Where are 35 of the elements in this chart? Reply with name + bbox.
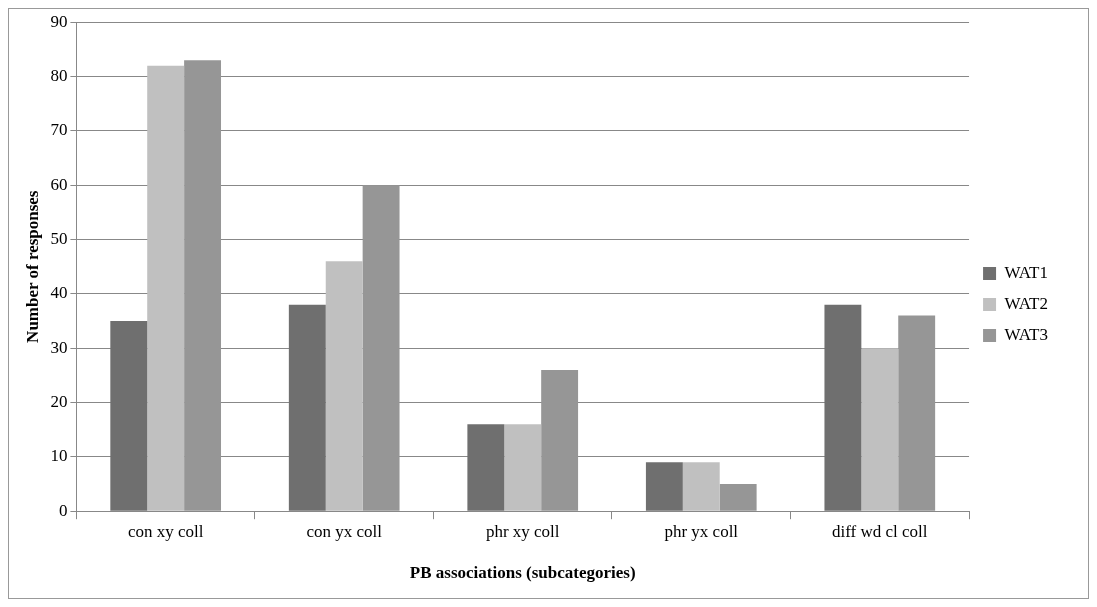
bar <box>719 484 757 511</box>
bar <box>898 315 936 511</box>
bar <box>645 462 683 511</box>
bar <box>467 424 505 511</box>
legend-label: WAT1 <box>1004 262 1049 282</box>
y-tick-label: 0 <box>58 500 68 520</box>
y-tick-label: 80 <box>50 66 68 85</box>
y-tick-label: 70 <box>50 120 68 140</box>
bar <box>110 321 148 511</box>
y-tick-label: 60 <box>50 174 68 194</box>
bar <box>682 462 720 511</box>
y-tick-label: 40 <box>50 283 68 303</box>
x-axis-title: PB associations (subcategories) <box>409 563 636 583</box>
x-tick-label: phr xy coll <box>485 521 560 541</box>
bar <box>861 348 899 511</box>
bar <box>541 369 579 511</box>
bar <box>362 185 400 511</box>
y-tick-label: 20 <box>50 392 68 411</box>
x-tick-label: phr yx coll <box>664 521 739 541</box>
y-axis-title: Number of responses <box>22 190 42 343</box>
bar <box>325 261 363 511</box>
x-tick-label: diff wd cl coll <box>832 521 928 541</box>
legend-label: WAT3 <box>1004 324 1049 344</box>
y-tick-label: 50 <box>50 229 68 248</box>
y-tick-label: 90 <box>50 11 68 31</box>
bar <box>147 65 185 511</box>
x-tick-label: con yx coll <box>306 521 383 541</box>
bar <box>504 424 542 511</box>
bar <box>824 304 862 511</box>
y-tick-label: 10 <box>50 446 68 466</box>
y-tick-label: 30 <box>50 337 68 357</box>
bar <box>184 60 222 511</box>
bar <box>288 304 326 511</box>
legend-label: WAT2 <box>1004 293 1049 313</box>
x-tick-label: con xy coll <box>127 521 204 541</box>
